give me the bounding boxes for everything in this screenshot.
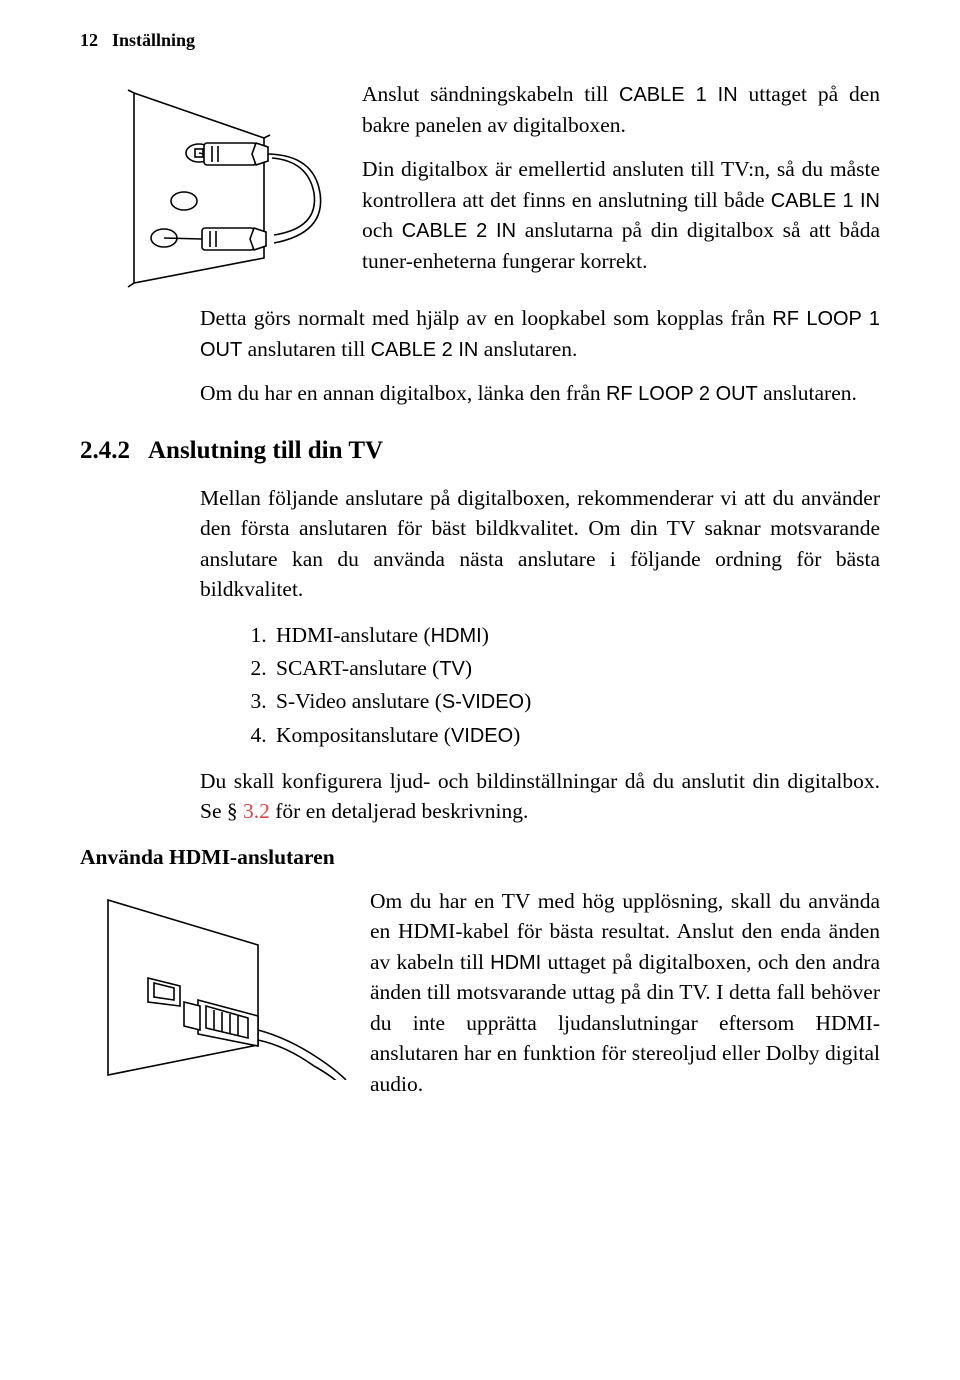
code-text: VIDEO [451,725,513,747]
hdmi-illustration [88,890,348,1080]
page-header: 12 Inställning [80,30,880,51]
body-text-4: Om du har en TV med hög upplösning, skal… [370,886,880,1100]
text: anslutaren. [758,381,857,405]
text: anslutaren till [242,337,370,361]
list-item: HDMI-anslutare (HDMI) [272,619,880,652]
code-text: CABLE 2 IN [371,339,479,361]
paragraph: Du skall konfigurera ljud- och bildinstä… [200,766,880,827]
text: för en detaljerad beskrivning. [270,799,529,823]
text: S-Video anslutare [276,689,429,713]
list-item: S-Video anslutare (S-VIDEO) [272,685,880,718]
code-text: S-VIDEO [442,691,524,713]
code-text: CABLE 1 IN [619,84,738,106]
code-text: RF LOOP 2 OUT [606,383,758,405]
code-text: HDMI [431,625,482,647]
sub-heading: Använda HDMI-anslutaren [80,845,880,870]
section-title: Anslutning till din TV [148,437,383,465]
text: Anslut sändningskabeln till [362,82,619,106]
code-text: CABLE 2 IN [402,220,516,242]
paragraph: Detta görs normalt med hjälp av en loopk… [200,303,880,364]
text: SCART-anslutare [276,656,427,680]
connector-list: HDMI-anslutare (HDMI) SCART-anslutare (T… [200,619,880,752]
text: anslutaren. [478,337,577,361]
section-heading: 2.4.2 Anslutning till din TV [80,437,880,465]
code-text: CABLE 1 IN [771,190,880,212]
text: Om du har en annan digitalbox, länka den… [200,381,606,405]
cross-reference-link[interactable]: 3.2 [243,799,270,823]
code-text: TV [439,658,465,680]
paragraph: Mellan följande anslutare på digitalboxe… [200,483,880,605]
cable-loop-illustration [104,83,344,293]
text: och [362,218,402,242]
section-number: 2.4.2 [80,437,130,465]
list-item: SCART-anslutare (TV) [272,652,880,685]
text: HDMI-anslutare [276,623,418,647]
text: Kompositanslutare [276,723,438,747]
body-text-3: Mellan följande anslutare på digitalboxe… [200,483,880,827]
body-text-2: Detta görs normalt med hjälp av en loopk… [200,303,880,409]
page: 12 Inställning [0,0,960,1130]
paragraph: Om du har en TV med hög upplösning, skal… [370,886,880,1100]
page-number: 12 [80,30,98,51]
text: Detta görs normalt med hjälp av en loopk… [200,306,772,330]
list-item: Kompositanslutare (VIDEO) [272,719,880,752]
chapter-title: Inställning [112,30,195,51]
paragraph: Om du har en annan digitalbox, länka den… [200,378,880,409]
code-text: HDMI [490,952,541,974]
